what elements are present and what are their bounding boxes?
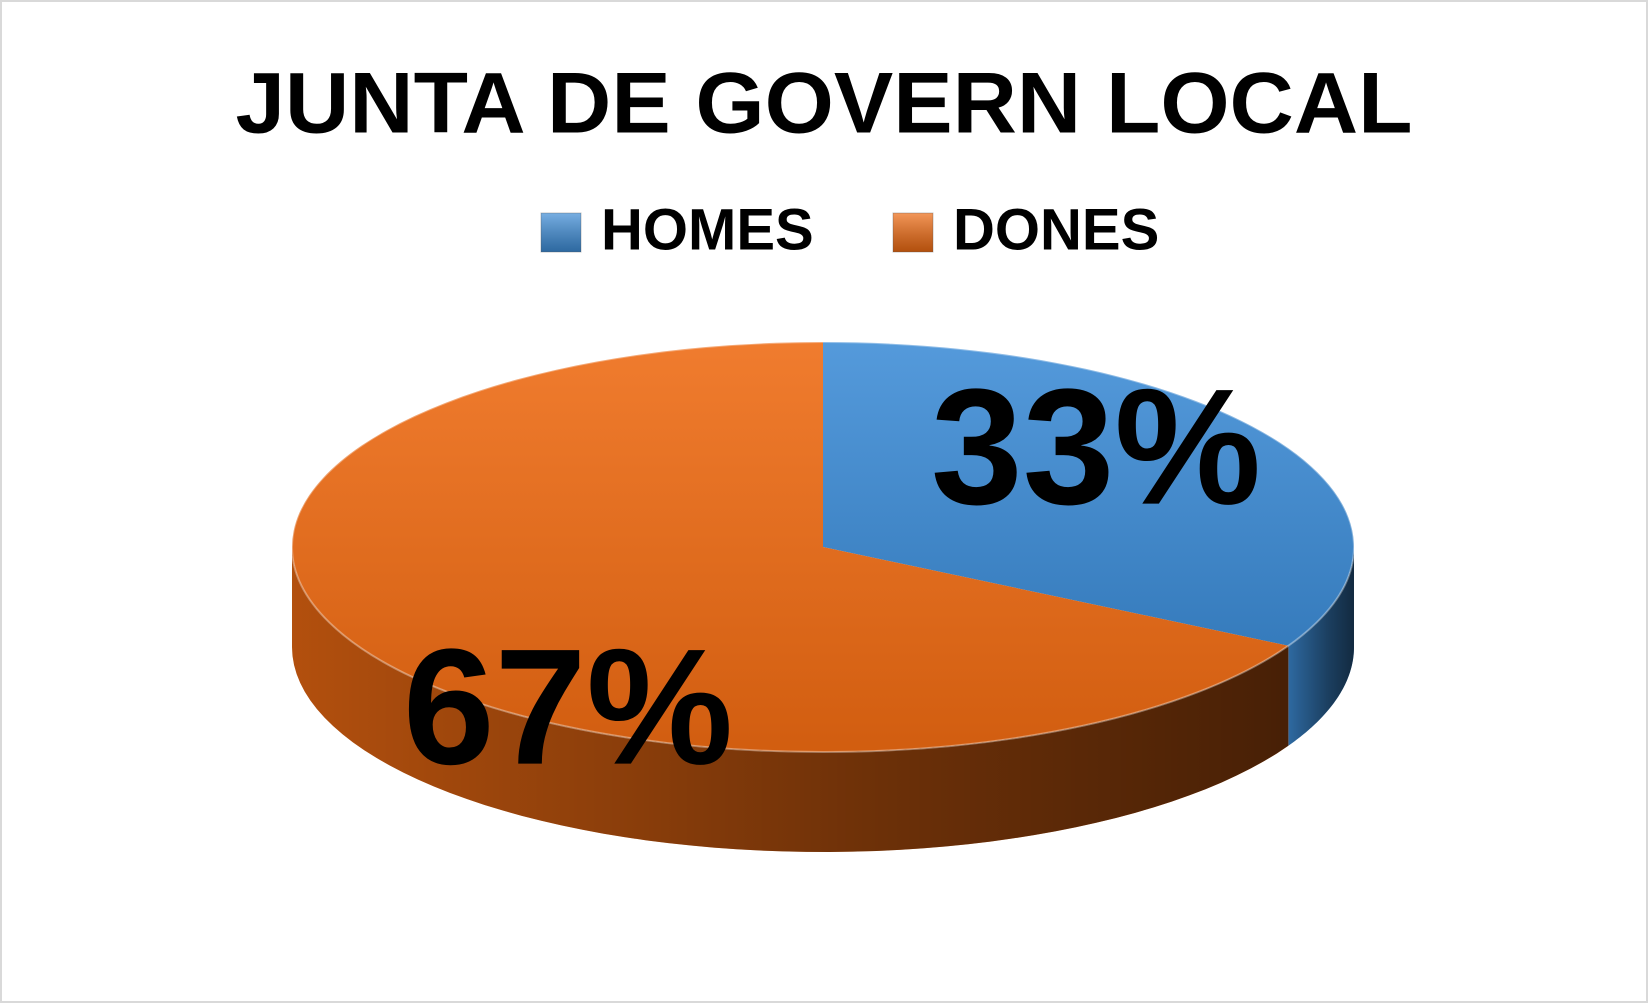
slice-side-shade [292,547,1289,852]
slice-top-shade [292,342,1289,752]
chart-title: JUNTA DE GOVERN LOCAL [236,56,1413,152]
pie-rim [291,341,1355,753]
data-label: 33% [931,355,1261,539]
data-label: 67% [403,615,733,799]
legend-key-shade [892,212,934,253]
slice-side-shade [1288,547,1354,746]
legend-label: HOMES [601,197,814,262]
slice-top-shade [823,342,1354,646]
slice [823,342,1354,746]
legend-label: DONES [953,197,1159,262]
legend-key-shade [540,212,582,253]
slice [292,342,1289,852]
